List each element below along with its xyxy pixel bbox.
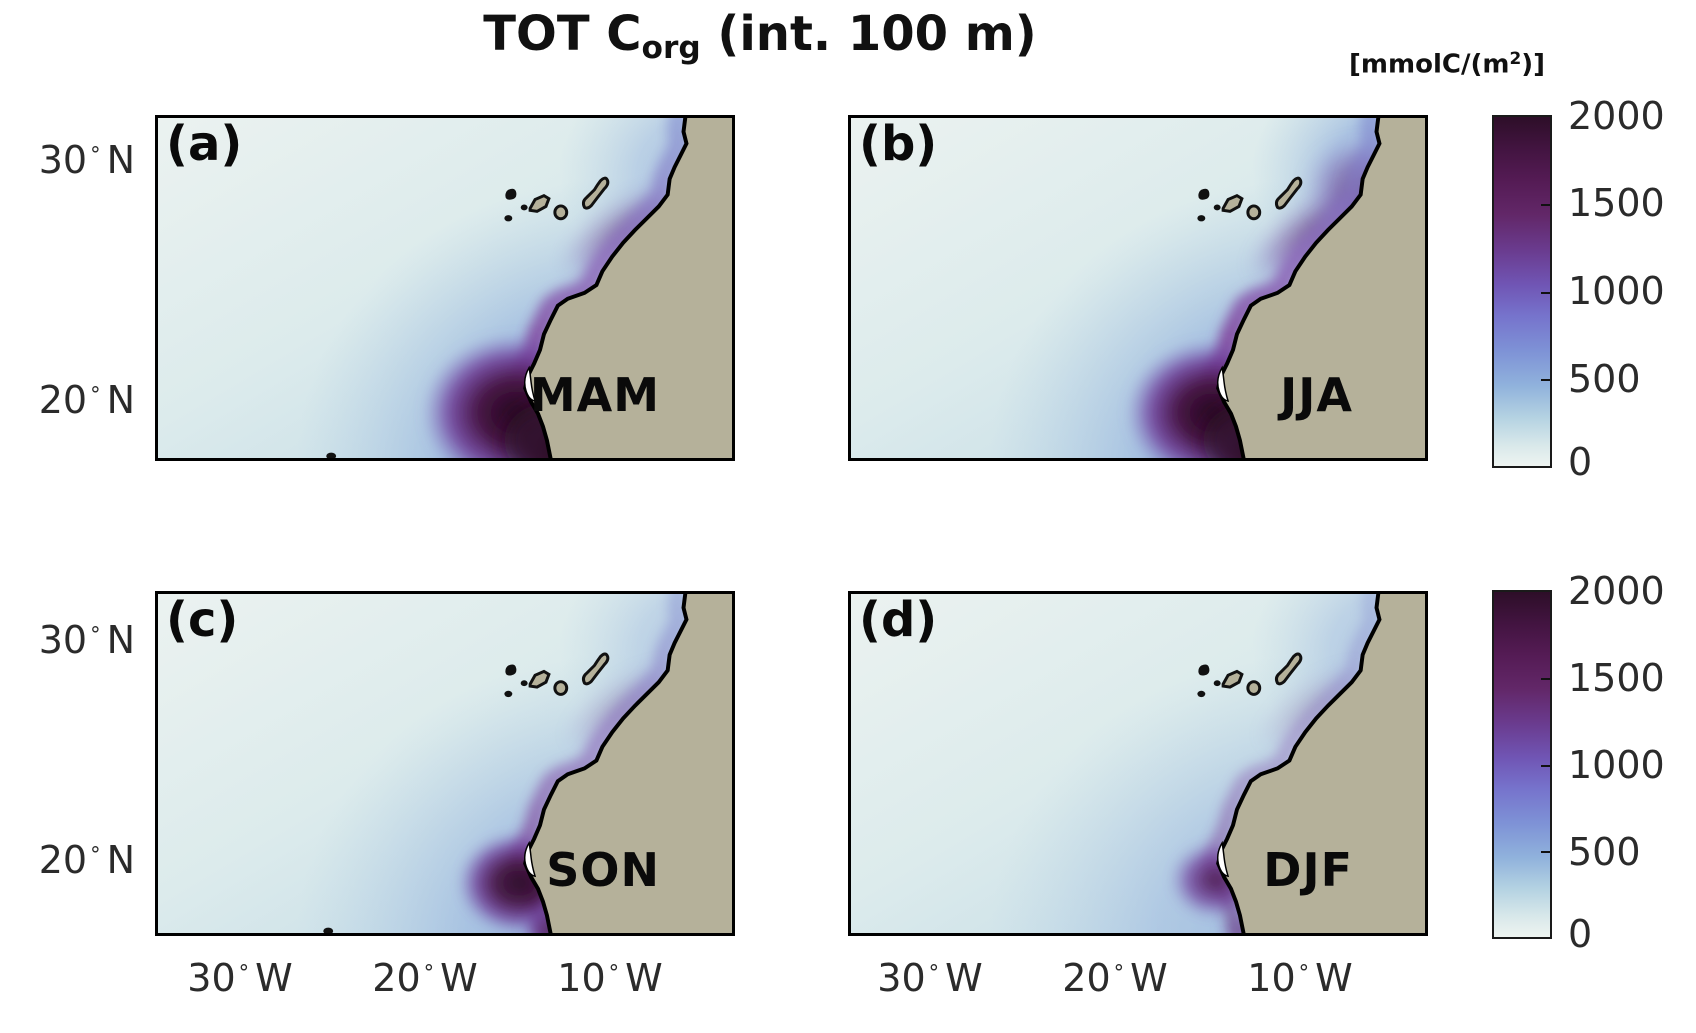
panel-letter-c: (c)	[166, 592, 239, 648]
x-tick-30w-left: 30 ° W	[187, 956, 292, 1000]
x-tick-hemisphere: W	[625, 956, 663, 1000]
colorbar-tickmark	[1541, 850, 1550, 853]
x-tick-value: 10	[557, 956, 606, 1000]
degree-symbol: °	[90, 842, 101, 867]
map-canvas-d	[851, 594, 1425, 933]
colorbar-tickmark	[1541, 678, 1550, 681]
colorbar-bottom-label-500: 500	[1568, 830, 1641, 874]
x-tick-10w-right: 10 ° W	[1247, 956, 1352, 1000]
y-tick-value: 30	[38, 618, 88, 662]
y-tick-value: 20	[38, 838, 88, 882]
x-tick-value: 10	[1247, 956, 1296, 1000]
colorbar-bottom-label-1500: 1500	[1568, 656, 1665, 700]
y-tick-20n-top: 20 ° N	[5, 378, 135, 422]
y-tick-value: 30	[38, 138, 88, 182]
degree-symbol: °	[1298, 960, 1310, 985]
degree-symbol: °	[928, 960, 940, 985]
x-tick-hemisphere: W	[255, 956, 293, 1000]
title-rest: (int. 100 m)	[700, 6, 1037, 62]
y-tick-hemisphere: N	[106, 618, 135, 662]
x-tick-hemisphere: W	[440, 956, 478, 1000]
colorbar-top-label-2000: 2000	[1568, 94, 1665, 138]
x-tick-value: 20	[372, 956, 421, 1000]
x-tick-hemisphere: W	[1130, 956, 1168, 1000]
colorbar-bottom	[1492, 590, 1552, 939]
map-panel-b: (b) JJA	[848, 115, 1428, 461]
map-canvas-a	[158, 118, 732, 458]
colorbar-unit-label: [mmolC/(m2)]	[1340, 48, 1554, 79]
map-canvas-c	[158, 594, 732, 933]
colorbar-top-label-1000: 1000	[1568, 269, 1665, 313]
panel-letter-b: (b)	[859, 116, 938, 172]
degree-symbol: °	[608, 960, 620, 985]
degree-symbol: °	[90, 382, 101, 407]
map-canvas-b	[851, 118, 1425, 458]
x-tick-10w-left: 10 ° W	[557, 956, 662, 1000]
y-tick-30n-top: 30 ° N	[5, 138, 135, 182]
season-label-djf: DJF	[1263, 843, 1353, 897]
x-tick-value: 30	[187, 956, 236, 1000]
degree-symbol: °	[238, 960, 250, 985]
degree-symbol: °	[423, 960, 435, 985]
colorbar-top-label-0: 0	[1568, 440, 1593, 484]
colorbar-tickmark	[1541, 378, 1550, 381]
y-tick-value: 20	[38, 378, 88, 422]
panel-letter-a: (a)	[166, 116, 243, 172]
colorbar-top	[1492, 115, 1552, 468]
unit-superscript: 2	[1509, 48, 1522, 68]
x-tick-hemisphere: W	[1315, 956, 1353, 1000]
colorbar-tickmark	[1541, 291, 1550, 294]
y-tick-20n-bottom: 20 ° N	[5, 838, 135, 882]
unit-pre: [mmolC/(m	[1349, 49, 1510, 80]
colorbar-top-label-1500: 1500	[1568, 181, 1665, 225]
y-tick-hemisphere: N	[106, 838, 135, 882]
y-tick-hemisphere: N	[106, 378, 135, 422]
degree-symbol: °	[1113, 960, 1125, 985]
map-panel-a: (a) MAM	[155, 115, 735, 461]
x-tick-value: 30	[877, 956, 926, 1000]
colorbar-bottom-label-1000: 1000	[1568, 743, 1665, 787]
colorbar-tickmark	[1541, 204, 1550, 207]
title-main: TOT C	[483, 6, 642, 62]
x-tick-20w-right: 20 ° W	[1062, 956, 1167, 1000]
figure-title: TOT Corg (int. 100 m)	[60, 6, 1460, 66]
x-tick-30w-right: 30 ° W	[877, 956, 982, 1000]
x-tick-20w-left: 20 ° W	[372, 956, 477, 1000]
map-panel-d: (d) DJF	[848, 591, 1428, 936]
map-panel-c: (c) SON	[155, 591, 735, 936]
season-label-son: SON	[546, 843, 660, 897]
colorbar-top-label-500: 500	[1568, 357, 1641, 401]
season-label-jja: JJA	[1280, 368, 1353, 422]
degree-symbol: °	[90, 622, 101, 647]
colorbar-bottom-label-0: 0	[1568, 912, 1593, 956]
season-label-mam: MAM	[529, 368, 660, 422]
colorbar-tickmark	[1541, 764, 1550, 767]
x-tick-hemisphere: W	[945, 956, 983, 1000]
unit-post: )]	[1521, 49, 1545, 80]
degree-symbol: °	[90, 142, 101, 167]
colorbar-bottom-label-2000: 2000	[1568, 569, 1665, 613]
y-tick-hemisphere: N	[106, 138, 135, 182]
x-tick-value: 20	[1062, 956, 1111, 1000]
y-tick-30n-bottom: 30 ° N	[5, 618, 135, 662]
title-subscript: org	[641, 29, 701, 66]
panel-letter-d: (d)	[859, 592, 938, 648]
